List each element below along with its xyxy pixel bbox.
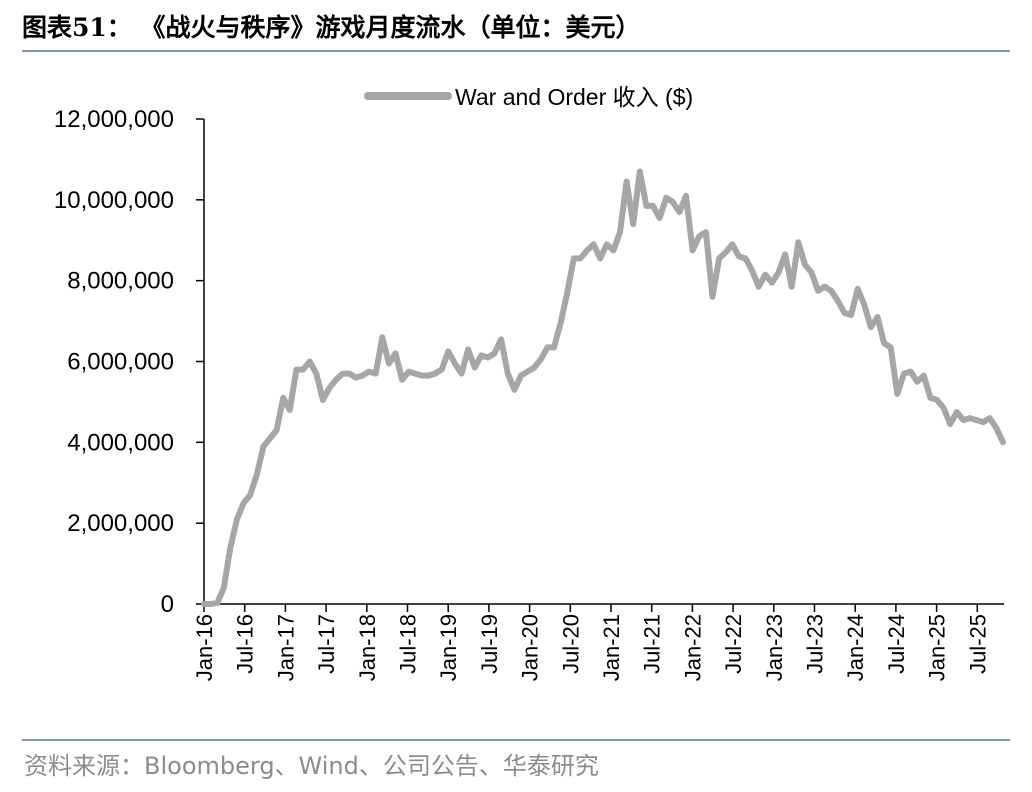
y-tick-label: 12,000,000 (54, 106, 174, 133)
y-axis-ticks: 0 2,000,000 4,000,000 6,000,000 8,000,000 10,… (54, 106, 204, 618)
x-tick-label: Jul-20 (558, 614, 583, 674)
series-layer (201, 168, 1006, 607)
series-line-war-and-order (201, 168, 1006, 607)
source-note: 资料来源：Bloomberg、Wind、公司公告、华泰研究 (24, 752, 599, 780)
source-divider (22, 739, 1010, 741)
y-tick-label: 8,000,000 (67, 268, 174, 295)
x-tick-label: Jul-25 (965, 614, 990, 674)
y-tick-label: 2,000,000 (67, 510, 174, 537)
x-tick-label: Jul-16 (233, 614, 258, 674)
axes (203, 119, 1004, 605)
x-tick-label: Jul-24 (884, 614, 909, 674)
x-tick-label: Jan-23 (762, 614, 787, 681)
x-tick-label: Jan-19 (436, 614, 461, 681)
x-tick-label: Jul-18 (396, 614, 421, 674)
line-chart: War and Order 收入 ($) 0 2,000,000 4,000,000… (54, 84, 1006, 681)
x-tick-label: Jul-22 (721, 614, 746, 674)
figure-title: 图表51： 《战火与秩序》游戏月度流水（单位：美元） (22, 13, 641, 42)
x-tick-label: Jan-18 (355, 614, 380, 681)
x-tick-label: Jul-19 (477, 614, 502, 674)
x-tick-label: Jan-17 (273, 614, 298, 681)
legend: War and Order 收入 ($) (364, 84, 693, 110)
y-tick-label: 10,000,000 (54, 187, 174, 214)
x-tick-label: Jan-16 (192, 614, 217, 681)
x-tick-label: Jan-21 (599, 614, 624, 681)
y-tick-label: 6,000,000 (67, 349, 174, 376)
x-tick-label: Jan-20 (518, 614, 543, 681)
x-axis-ticks: Jan-16 Jul-16 Jan-17 Jul-17 Jan-18 Jul-18 Jan-… (192, 604, 990, 681)
legend-label: War and Order 收入 ($) (455, 84, 693, 110)
x-tick-label: Jan-22 (680, 614, 705, 681)
x-tick-label: Jul-21 (640, 614, 665, 674)
y-tick-label: 0 (161, 591, 174, 618)
x-tick-label: Jul-23 (803, 614, 828, 674)
y-tick-label: 4,000,000 (67, 429, 174, 456)
x-tick-label: Jan-25 (925, 614, 950, 681)
x-tick-label: Jul-17 (314, 614, 339, 674)
x-tick-label: Jan-24 (843, 614, 868, 681)
title-divider (22, 50, 1010, 52)
